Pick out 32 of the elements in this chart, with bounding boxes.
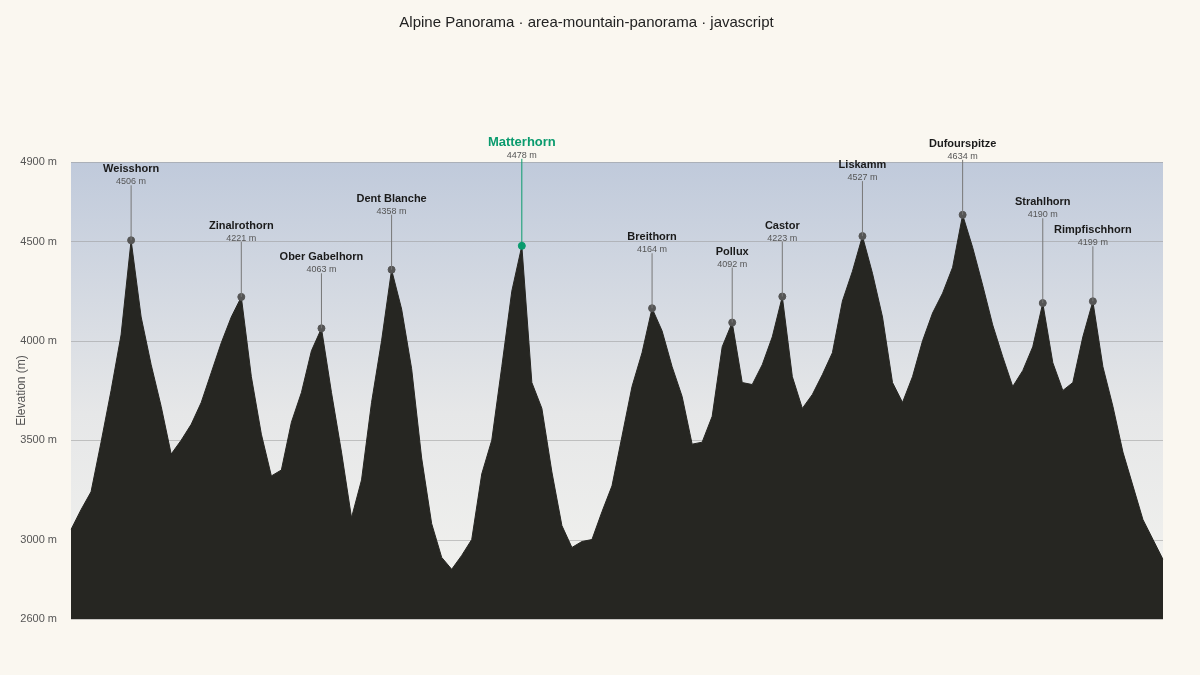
- x-tick-label: Weisshorn: [103, 162, 160, 175]
- x-tick-label: Castor: [764, 218, 801, 231]
- data-label: 4478 m: [506, 149, 537, 160]
- y-tick-label: 4500 m: [20, 234, 57, 247]
- y-axis-title: Elevation (m): [13, 355, 28, 426]
- x-tick-label: Liskamm: [838, 158, 887, 171]
- y-tick-label: 3500 m: [20, 433, 57, 446]
- x-tick-label: Dent Blanche: [356, 191, 427, 204]
- x-tick-label: Breithorn: [627, 230, 678, 243]
- x-tick-label: Dufourspitze: [929, 136, 997, 149]
- data-label: 4190 m: [1027, 209, 1058, 220]
- data-label: 4358 m: [376, 205, 407, 216]
- data-label: 4634 m: [947, 150, 978, 161]
- data-label: 4223 m: [767, 232, 798, 243]
- x-tick-label: Rimpfischhorn: [1054, 223, 1132, 236]
- y-tick-label: 4000 m: [20, 333, 57, 346]
- data-label: 4506 m: [116, 176, 147, 187]
- x-tick-label: Strahlhorn: [1014, 195, 1071, 208]
- data-label: 4221 m: [226, 232, 257, 243]
- y-tick-label: 3000 m: [20, 532, 57, 545]
- x-tick-label: Zinalrothorn: [208, 218, 274, 231]
- data-label: 4063 m: [306, 264, 337, 275]
- y-tick-label: 2600 m: [20, 612, 57, 625]
- x-tick-label: Ober Gabelhorn: [279, 250, 364, 263]
- data-label: 4092 m: [717, 258, 748, 269]
- x-tick-label: Pollux: [715, 244, 750, 257]
- data-label: 4199 m: [1077, 237, 1108, 248]
- data-label: 4527 m: [847, 172, 878, 183]
- data-label: 4164 m: [637, 244, 668, 255]
- x-tick-label: Matterhorn: [487, 133, 556, 149]
- chart-title: Alpine Panorama · area-mountain-panorama · javascript: [399, 13, 775, 31]
- y-tick-label: 4900 m: [20, 155, 57, 168]
